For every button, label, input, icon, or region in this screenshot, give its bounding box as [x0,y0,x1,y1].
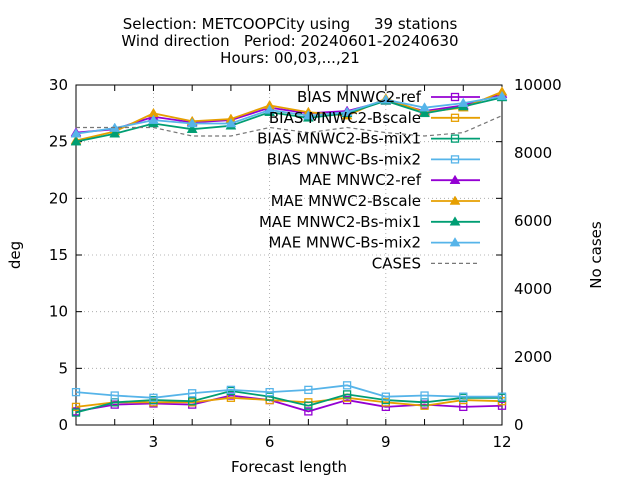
data-point [186,118,198,128]
legend-label: MAE MNWC2-ref [299,171,422,189]
series-cases [76,115,503,137]
series-line [75,384,502,399]
data-point [497,401,507,410]
data-point [265,387,274,397]
data-point [109,128,121,138]
legend-label: BIAS MNWC2-ref [297,88,422,106]
data-point [497,392,507,401]
data-point [70,128,82,138]
data-point [459,392,468,401]
series-line [75,96,503,143]
data-point [342,390,352,399]
legend-marker [450,134,460,143]
data-point [419,107,430,118]
data-point [304,401,313,410]
title-line-2: Wind direction Period: 20240601-20240630 [121,32,459,50]
series-line [75,390,502,414]
data-point [304,385,313,395]
legend-label: BIAS MNWC-Bs-mix2 [267,150,421,168]
data-point [188,397,197,406]
y2-tick-label: 4000 [514,280,552,298]
data-point [225,118,237,128]
y-tick-label: 20 [49,189,68,207]
data-point [342,381,352,390]
legend-marker [449,195,461,205]
legend-marker [450,155,460,164]
y-tick-label: 15 [49,246,68,264]
data-point [149,393,158,402]
data-point [110,391,119,400]
legend-label: BIAS MNWC2-Bscale [269,109,421,127]
grid [76,85,502,425]
data-point [71,408,81,417]
legend-label: MAE MNWC2-Bs-mix1 [259,213,421,231]
x-tick-label: 3 [149,433,159,451]
y-tick-label: 5 [58,359,68,377]
data-point [302,110,314,120]
y-tick-label: 25 [49,133,68,151]
legend-marker [449,216,461,226]
legend-label: CASES [372,254,421,272]
y-tick-label: 10 [49,303,68,321]
series-line [75,95,503,135]
y2-tick-label: 10000 [514,76,562,94]
data-point [341,106,353,116]
legend-label: BIAS MNWC2-Bs-mix1 [257,130,421,148]
data-point [264,104,276,114]
data-point [226,385,236,395]
y2-tick-label: 6000 [514,212,552,230]
data-point [188,389,197,398]
x-tick-label: 6 [265,433,275,451]
legend-marker [450,113,460,122]
series-layer [70,86,508,417]
data-point [380,94,392,104]
x-tick-label: 12 [492,433,511,451]
series-bias-mnwc-bs-mix2 [71,381,507,402]
x-axis-label: Forecast length [231,458,347,476]
legend-label: MAE MNWC-Bs-mix2 [268,234,421,252]
data-point [419,102,430,112]
data-point [420,391,429,400]
y2-tick-label: 2000 [514,348,552,366]
legend-marker [449,237,461,247]
series-line [75,93,503,134]
data-point [186,123,198,133]
y2-tick-label: 0 [514,416,524,434]
legend-marker [449,174,461,184]
data-point [265,392,274,401]
data-point [71,402,81,412]
x-tick-label: 9 [381,433,391,451]
y2-tick-label: 8000 [514,144,552,162]
data-point [70,136,82,146]
data-point [496,90,508,101]
legend-label: MAE MNWC2-Bscale [271,192,421,210]
data-point [148,114,159,124]
data-point [71,387,81,397]
y-tick-label: 30 [49,76,68,94]
y-tick-label: 0 [58,416,68,434]
y2-axis-label: No cases [587,221,605,289]
chart-title: Selection: METCOOPCity using 39 stations… [0,16,580,67]
legend-marker [450,92,460,102]
y-axis-label: deg [6,241,24,269]
title-line-3: Hours: 00,03,...,21 [220,49,360,67]
title-line-1: Selection: METCOOPCity using 39 stations [122,15,458,33]
data-point [304,407,313,416]
legend: BIAS MNWC2-ref BIAS MNWC2-Bscale BIAS MNWC… [257,88,480,272]
series-line [76,115,503,137]
series-mae-mnwc-bs-mix2 [70,90,508,138]
data-point [381,392,390,401]
data-point [457,97,469,107]
